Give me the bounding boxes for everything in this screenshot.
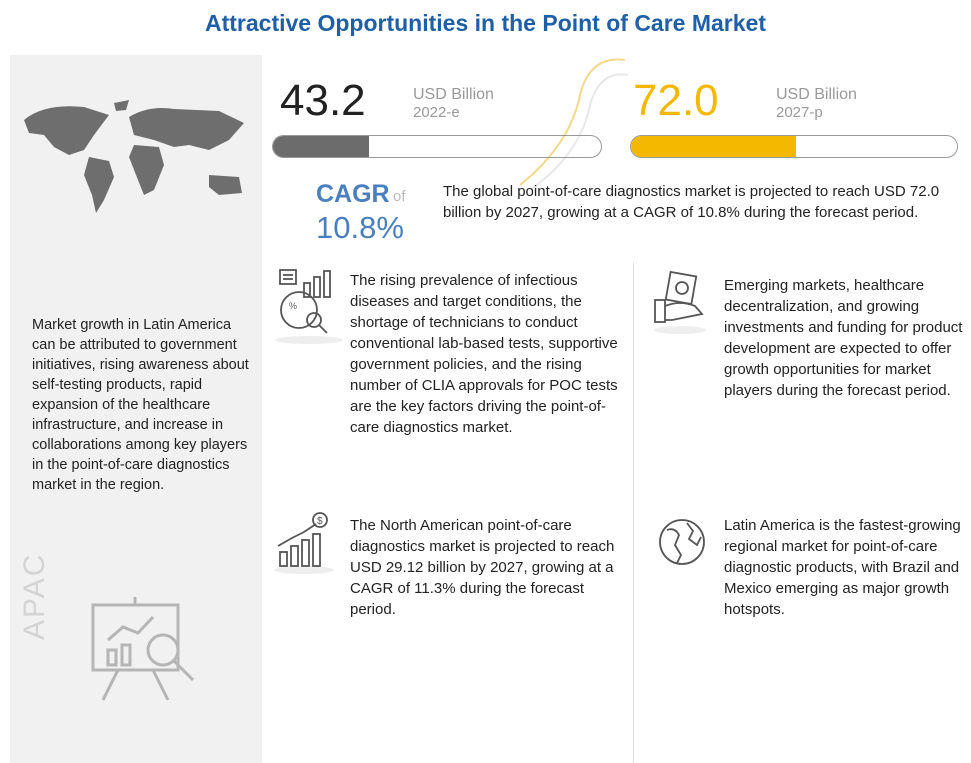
sidebar-text: Market growth in Latin America can be at… (32, 317, 249, 493)
progress-bar (630, 135, 958, 158)
cagr-text: The global point-of-care diagnostics mar… (443, 183, 940, 221)
stat-value: 43.2 (280, 76, 366, 125)
globe-icon (659, 519, 705, 565)
analysis-icon (91, 597, 195, 701)
svg-text:%: % (289, 301, 297, 311)
insight-text: Emerging markets, healthcare decentraliz… (724, 277, 963, 399)
progress-fill (631, 136, 796, 157)
stat-value: 72.0 (633, 76, 719, 125)
region-label: APAC (18, 552, 51, 640)
progress-fill (273, 136, 369, 157)
stat-unit: USD Billion (776, 86, 857, 103)
stat-unit: USD Billion (413, 86, 494, 103)
growth-icon: $ (274, 512, 334, 574)
decorative-lines (520, 58, 629, 191)
title: Attractive Opportunities in the Point of… (204, 10, 767, 36)
insight-text: The rising prevalence of infectious dise… (350, 272, 618, 436)
insight-text: The North American point-of-care diagnos… (350, 517, 615, 618)
insight-text: Latin America is the fastest-growing reg… (724, 517, 961, 618)
investment-icon (654, 270, 706, 334)
world-map (24, 100, 244, 213)
stat-year: 2027-p (776, 104, 823, 121)
cagr-of: of (393, 188, 406, 205)
stat-year: 2022-e (413, 104, 460, 121)
svg-text:$: $ (317, 516, 323, 527)
progress-bar (272, 135, 602, 158)
divider (633, 262, 634, 763)
cagr-label: CAGR (316, 180, 390, 208)
factors-icon: % (275, 269, 343, 344)
cagr-value: 10.8% (316, 210, 404, 245)
